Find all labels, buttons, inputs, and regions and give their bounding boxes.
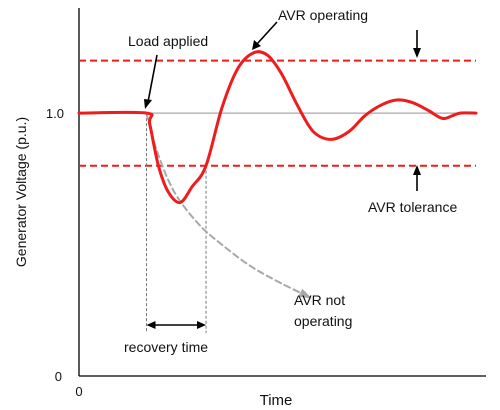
annotation-avr-not-operating-line2: operating: [294, 313, 352, 329]
y-axis-label: Generator Voltage (p.u.): [13, 117, 29, 267]
recovery-arrowhead-right: [197, 321, 207, 329]
avr-operating-arrowhead: [252, 40, 261, 50]
annotation-load-applied: Load applied: [128, 33, 208, 49]
x-axis-label: Time: [260, 392, 293, 409]
series-line-avr-not-operating: [145, 112, 311, 299]
load-applied-arrow: [147, 54, 158, 103]
series-line-avr-operating: [77, 50, 478, 205]
x-tick-label-0: 0: [75, 384, 82, 399]
recovery-arrowhead-left: [146, 321, 156, 329]
tolerance-arrowhead-top: [413, 48, 421, 58]
y-tick-label-0: 0: [55, 369, 62, 384]
y-tick-label-1: 1.0: [46, 106, 64, 121]
load-applied-arrowhead: [144, 99, 152, 109]
annotation-avr-operating: AVR operating: [278, 7, 368, 23]
annotation-avr-not-operating-line1: AVR not: [294, 292, 345, 308]
tolerance-arrowhead-bottom: [413, 165, 421, 175]
series-arrowhead-avr-not-operating: [298, 288, 312, 299]
avr-operating-arrow: [256, 21, 278, 45]
annotation-recovery-time: recovery time: [124, 339, 208, 355]
annotation-avr-tolerance: AVR tolerance: [368, 199, 457, 215]
